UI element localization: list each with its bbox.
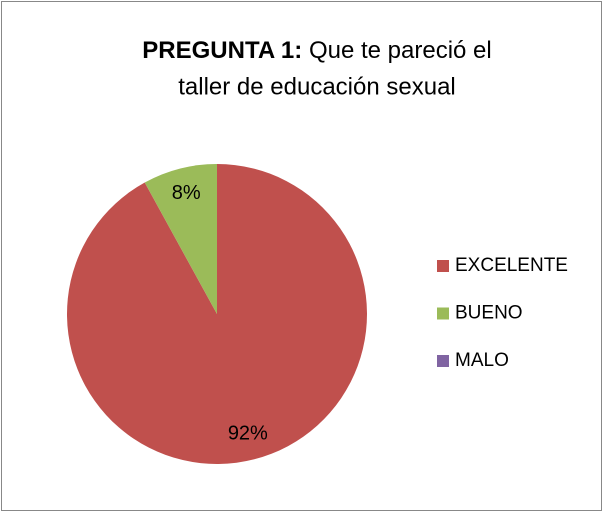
pie-slice	[144, 164, 217, 314]
title-line: taller de educación sexual	[178, 73, 456, 100]
chart-title: PREGUNTA 1: Que te pareció el	[142, 37, 491, 64]
data-label: 92%	[228, 422, 268, 444]
data-label: 8%	[172, 182, 201, 204]
title-line: Que te pareció el	[309, 37, 492, 64]
legend-label: EXCELENTE	[455, 255, 568, 276]
title-bold: PREGUNTA 1:	[142, 37, 302, 64]
legend-swatch	[437, 260, 449, 272]
legend-swatch	[437, 307, 449, 320]
legend-swatch	[437, 355, 449, 367]
legend-label: BUENO	[455, 303, 523, 324]
title-space	[302, 37, 309, 64]
legend-label: MALO	[455, 350, 509, 371]
